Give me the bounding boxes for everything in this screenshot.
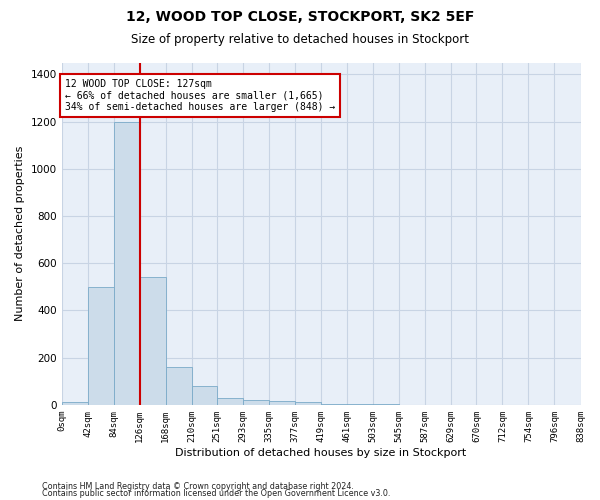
Text: Contains HM Land Registry data © Crown copyright and database right 2024.: Contains HM Land Registry data © Crown c… bbox=[42, 482, 354, 491]
Bar bbox=[166, 367, 191, 405]
Bar bbox=[62, 402, 88, 405]
Bar bbox=[113, 122, 140, 405]
Text: Contains public sector information licensed under the Open Government Licence v3: Contains public sector information licen… bbox=[42, 490, 391, 498]
Bar bbox=[321, 404, 347, 405]
Text: Size of property relative to detached houses in Stockport: Size of property relative to detached ho… bbox=[131, 32, 469, 46]
Bar bbox=[140, 278, 166, 405]
Text: 12 WOOD TOP CLOSE: 127sqm
← 66% of detached houses are smaller (1,665)
34% of se: 12 WOOD TOP CLOSE: 127sqm ← 66% of detac… bbox=[65, 79, 335, 112]
Bar bbox=[295, 402, 321, 405]
Bar bbox=[243, 400, 269, 405]
Bar bbox=[88, 287, 113, 405]
Bar bbox=[217, 398, 243, 405]
X-axis label: Distribution of detached houses by size in Stockport: Distribution of detached houses by size … bbox=[175, 448, 467, 458]
Text: 12, WOOD TOP CLOSE, STOCKPORT, SK2 5EF: 12, WOOD TOP CLOSE, STOCKPORT, SK2 5EF bbox=[126, 10, 474, 24]
Bar bbox=[347, 404, 373, 405]
Y-axis label: Number of detached properties: Number of detached properties bbox=[15, 146, 25, 322]
Bar bbox=[269, 402, 295, 405]
Bar bbox=[191, 386, 217, 405]
